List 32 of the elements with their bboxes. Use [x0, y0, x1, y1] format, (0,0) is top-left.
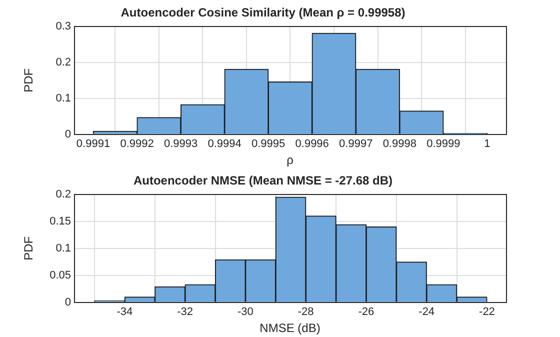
- x-tick-label: -22: [479, 306, 495, 318]
- y-tick-label: 0.1: [56, 242, 71, 254]
- x-tick-label: 0.9994: [208, 138, 242, 150]
- x-tick-label: -24: [418, 306, 435, 318]
- y-axis-title: PDF: [22, 236, 36, 260]
- x-tick-label: 0.9991: [76, 138, 110, 150]
- y-tick-label: 0.05: [50, 269, 71, 282]
- x-tick-label: 0.9995: [252, 138, 286, 150]
- x-tick-label: -26: [358, 306, 374, 318]
- x-tick-label: 0.9999: [426, 138, 460, 150]
- x-tick-label: -32: [177, 306, 194, 318]
- x-tick-label: -28: [298, 306, 314, 318]
- x-tick-label: 0.9997: [339, 138, 373, 150]
- x-tick-label: 1: [484, 138, 490, 150]
- y-tick-label: 0: [64, 296, 71, 308]
- chart-title: Autoencoder Cosine Similarity (Mean ρ = 0.99958): [120, 6, 406, 20]
- chart-title: Autoencoder NMSE (Mean NMSE = -27.68 dB): [133, 174, 393, 188]
- x-tick-label: 0.9992: [120, 138, 154, 150]
- y-tick-label: 0.15: [50, 215, 71, 228]
- x-tick-label: 0.9998: [382, 138, 416, 150]
- x-tick-label: -34: [116, 306, 133, 318]
- y-tick-label: 0: [64, 128, 71, 140]
- y-tick-label: 0.1: [56, 92, 71, 104]
- x-tick-label: 0.9993: [164, 138, 198, 150]
- y-axis-title: PDF: [22, 68, 36, 92]
- x-axis-title: NMSE (dB): [260, 321, 320, 336]
- y-tick-label: 0.2: [56, 188, 71, 200]
- x-axis-title: ρ: [286, 153, 294, 168]
- x-tick-label: 0.9996: [295, 138, 329, 150]
- y-tick-label: 0.2: [56, 56, 71, 68]
- x-tick-label: -30: [238, 306, 254, 318]
- y-tick-label: 0.3: [56, 20, 71, 32]
